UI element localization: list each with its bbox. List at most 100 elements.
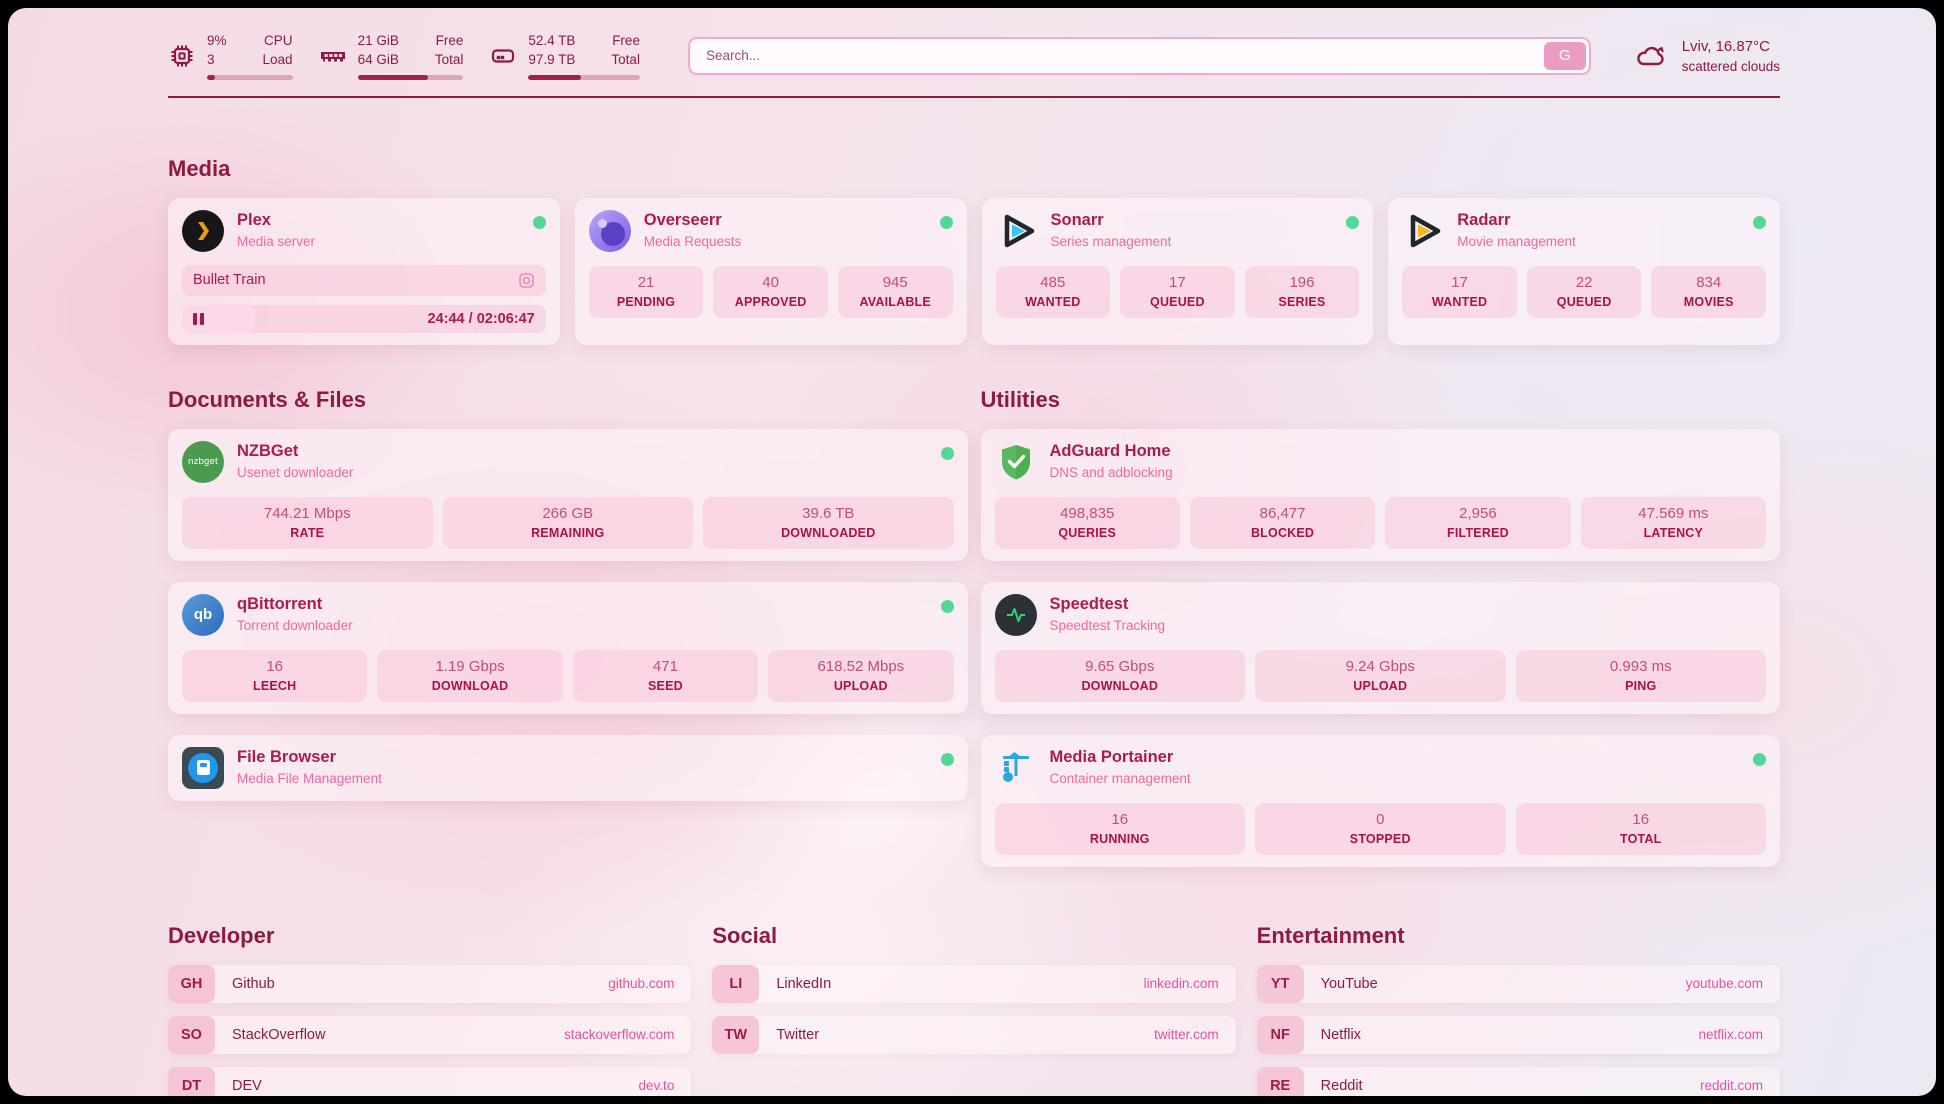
link-url: youtube.com bbox=[1685, 976, 1763, 992]
stat-tile: 485 WANTED bbox=[995, 265, 1111, 318]
stat-tile: 498,835 QUERIES bbox=[994, 496, 1180, 549]
link-name: Github bbox=[232, 975, 275, 992]
app-subtitle: Usenet downloader bbox=[237, 464, 354, 480]
stat-tile: 17 QUEUED bbox=[1120, 265, 1235, 318]
link-stackoverflow[interactable]: SO StackOverflow stackoverflow.com bbox=[168, 1015, 692, 1054]
app-title: NZBGet bbox=[237, 441, 299, 460]
stat-tile: 266 GB REMAINING bbox=[442, 496, 693, 549]
cpu-icon bbox=[171, 45, 193, 67]
app-subtitle: DNS and adblocking bbox=[1049, 464, 1173, 480]
cpu-usage-value: 9% bbox=[207, 33, 227, 48]
section-media: Media Plex Media server bbox=[168, 156, 1780, 345]
cpu-progress-bar bbox=[207, 74, 293, 80]
disk-icon bbox=[492, 49, 515, 63]
link-url: reddit.com bbox=[1699, 1078, 1763, 1094]
link-abbr: NF bbox=[1256, 1015, 1304, 1054]
app-subtitle: Container management bbox=[1049, 770, 1191, 786]
app-title: File Browser bbox=[237, 747, 337, 766]
app-card-filebrowser[interactable]: File Browser Media File Management bbox=[168, 734, 968, 801]
link-linkedin[interactable]: LI LinkedIn linkedin.com bbox=[712, 964, 1236, 1003]
link-name: YouTube bbox=[1320, 975, 1378, 992]
app-card-portainer[interactable]: Media Portainer Container management 16 … bbox=[980, 734, 1780, 867]
link-dev-to[interactable]: DT DEV dev.to bbox=[168, 1066, 692, 1096]
disk-total-label: Total bbox=[611, 51, 640, 67]
link-abbr: YT bbox=[1256, 964, 1304, 1003]
app-card-qbittorrent[interactable]: qb qBittorrent Torrent downloader 16 LEE… bbox=[168, 581, 968, 714]
radarr-icon bbox=[1402, 210, 1444, 252]
link-name: StackOverflow bbox=[232, 1026, 326, 1043]
app-subtitle: Media Requests bbox=[643, 233, 742, 249]
link-url: dev.to bbox=[638, 1078, 675, 1094]
media-section-title: Media bbox=[168, 155, 231, 181]
playback-time: 24:44 / 02:06:47 bbox=[427, 310, 535, 327]
utilities-section-title: Utilities bbox=[980, 386, 1060, 412]
app-title: Speedtest bbox=[1049, 594, 1129, 613]
link-abbr: RE bbox=[1256, 1066, 1304, 1096]
ram-free-value: 21 GiB bbox=[357, 33, 399, 48]
sonarr-icon bbox=[996, 210, 1038, 252]
link-github[interactable]: GH Github github.com bbox=[168, 964, 692, 1003]
link-reddit[interactable]: RE Reddit reddit.com bbox=[1256, 1066, 1780, 1096]
link-url: netflix.com bbox=[1698, 1027, 1763, 1043]
app-title: AdGuard Home bbox=[1049, 441, 1171, 460]
disk-free-value: 52.4 TB bbox=[528, 33, 576, 48]
video-icon bbox=[518, 272, 534, 288]
app-subtitle: Movie management bbox=[1457, 233, 1576, 249]
qbittorrent-icon: qb bbox=[182, 593, 224, 636]
status-dot bbox=[940, 752, 954, 766]
developer-section-title: Developer bbox=[168, 922, 275, 948]
app-title: Plex bbox=[237, 210, 271, 229]
app-card-overseerr[interactable]: Overseerr Media Requests 21 PENDING 40 A… bbox=[574, 197, 967, 345]
link-twitter[interactable]: TW Twitter twitter.com bbox=[712, 1015, 1236, 1054]
stat-tile: 834 MOVIES bbox=[1651, 265, 1766, 318]
stat-tile: 9.24 Gbps UPLOAD bbox=[1255, 649, 1506, 702]
app-card-sonarr[interactable]: Sonarr Series management 485 WANTED 17 Q… bbox=[981, 197, 1374, 345]
app-title: qBittorrent bbox=[237, 594, 323, 613]
link-abbr: GH bbox=[168, 964, 215, 1003]
documents-section-title: Documents & Files bbox=[168, 386, 367, 412]
status-dot bbox=[1753, 752, 1766, 766]
app-card-adguard[interactable]: AdGuard Home DNS and adblocking 498,835 … bbox=[980, 428, 1780, 561]
stat-tile: 9.65 Gbps DOWNLOAD bbox=[994, 649, 1245, 702]
link-abbr: TW bbox=[712, 1015, 760, 1054]
ram-widget: 21 GiB 64 GiB Free Total bbox=[319, 32, 464, 80]
stat-tile: 16 TOTAL bbox=[1515, 802, 1766, 855]
search-engine-button[interactable]: G bbox=[1543, 41, 1586, 70]
disk-total-value: 97.9 TB bbox=[528, 51, 576, 67]
playback-progress-bar: 24:44 / 02:06:47 bbox=[182, 304, 546, 333]
section-social: Social LI LinkedIn linkedin.com TW Twitt… bbox=[712, 922, 1236, 1096]
stat-tile: 2,956 FILTERED bbox=[1385, 496, 1571, 549]
social-section-title: Social bbox=[712, 922, 778, 948]
header-bar: 9% 3 CPU Load bbox=[8, 8, 1936, 80]
link-name: Twitter bbox=[776, 1026, 820, 1043]
link-url: github.com bbox=[608, 976, 675, 992]
disk-free-label: Free bbox=[612, 33, 640, 48]
link-netflix[interactable]: NF Netflix netflix.com bbox=[1256, 1015, 1780, 1054]
pause-icon[interactable] bbox=[193, 312, 204, 325]
stat-tile: 618.52 Mbps UPLOAD bbox=[768, 649, 954, 702]
app-card-plex[interactable]: Plex Media server Bullet Train bbox=[168, 197, 560, 345]
nzbget-icon: nzbget bbox=[182, 440, 224, 483]
app-card-nzbget[interactable]: nzbget NZBGet Usenet downloader 744.21 M… bbox=[168, 428, 968, 561]
header-divider bbox=[168, 95, 1780, 98]
link-youtube[interactable]: YT YouTube youtube.com bbox=[1256, 964, 1780, 1003]
stat-tile: 22 QUEUED bbox=[1526, 265, 1642, 318]
app-card-speedtest[interactable]: Speedtest Speedtest Tracking 9.65 Gbps D… bbox=[980, 581, 1780, 714]
dashboard-screen: 9% 3 CPU Load bbox=[8, 8, 1936, 1096]
app-title: Radarr bbox=[1457, 210, 1511, 229]
search-input[interactable] bbox=[692, 48, 1544, 64]
plex-icon bbox=[182, 209, 224, 252]
disk-widget: 52.4 TB 97.9 TB Free Total bbox=[489, 32, 640, 80]
ram-free-label: Free bbox=[435, 33, 464, 48]
status-dot bbox=[940, 599, 954, 613]
link-url: linkedin.com bbox=[1143, 976, 1219, 992]
stat-tile: 17 WANTED bbox=[1402, 265, 1517, 318]
app-card-radarr[interactable]: Radarr Movie management 17 WANTED 22 QUE… bbox=[1388, 197, 1780, 345]
stat-tile: 47.569 ms LATENCY bbox=[1580, 496, 1766, 549]
link-abbr: LI bbox=[712, 964, 760, 1003]
ram-total-label: Total bbox=[434, 51, 464, 67]
stat-tile: 40 APPROVED bbox=[713, 265, 828, 318]
section-developer: Developer GH Github github.com SO StackO… bbox=[168, 922, 692, 1096]
status-dot bbox=[940, 446, 954, 460]
speedtest-pulse-icon bbox=[994, 593, 1037, 636]
